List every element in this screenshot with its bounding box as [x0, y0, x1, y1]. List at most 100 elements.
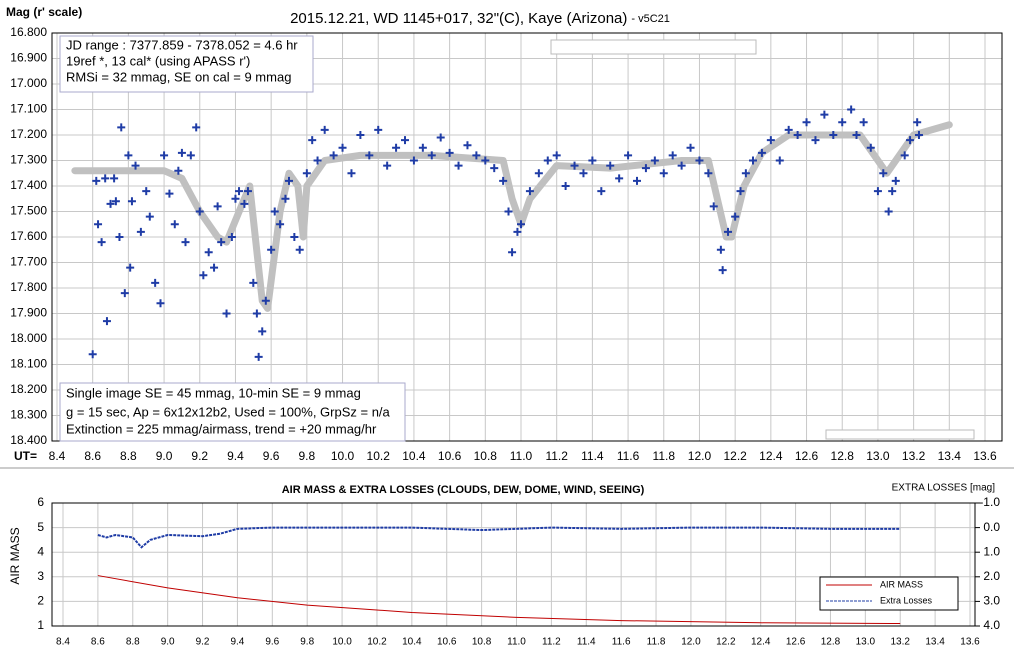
data-point [281, 194, 290, 203]
data-point [900, 151, 909, 160]
data-point [170, 220, 179, 229]
data-point [210, 263, 219, 272]
annotation-box [59, 382, 406, 442]
data-point [401, 136, 409, 145]
annotation-box [59, 35, 314, 93]
data-point [659, 169, 668, 178]
data-point [347, 169, 356, 178]
x-tick-label: 13.6 [973, 449, 997, 463]
data-point [231, 194, 240, 203]
y-tick-label: 17.900 [10, 306, 47, 320]
data-point [906, 136, 915, 145]
x-tick-label: 8.4 [56, 637, 70, 648]
data-point [222, 309, 231, 318]
data-point [111, 197, 120, 206]
y2-tick-label: 4.0 [983, 618, 1000, 632]
y2-tick-label: -1.0 [979, 495, 1000, 509]
annotation-text: RMSi = 32 mmag, SE on cal = 9 mmag [66, 69, 291, 84]
data-point [409, 156, 418, 165]
x-axis-label: UT= [14, 449, 37, 463]
x-tick-label: 12.8 [821, 637, 841, 648]
data-point [888, 187, 897, 196]
x-tick-label: 8.4 [49, 449, 66, 463]
data-point [454, 161, 463, 170]
data-point [561, 182, 570, 190]
data-point [736, 187, 745, 196]
x-tick-label: 12.2 [716, 637, 736, 648]
x-tick-label: 9.2 [191, 449, 208, 463]
data-point [181, 238, 190, 247]
data-point [120, 289, 129, 298]
x-tick-label: 12.8 [831, 449, 855, 463]
data-point [508, 248, 517, 257]
title-main: 2015.12.21, WD 1145+017, 32"(C), Kaye (A… [290, 10, 627, 27]
data-point [97, 238, 106, 247]
data-point [418, 143, 427, 152]
x-tick-label: 10.4 [402, 637, 422, 648]
data-point [718, 266, 727, 275]
data-point [290, 233, 299, 241]
data-point [624, 151, 633, 160]
y2-tick-label: 0.0 [983, 520, 1000, 534]
data-point [838, 118, 847, 127]
data-point [94, 220, 103, 229]
data-point [873, 187, 882, 196]
y-tick-label: 17.500 [10, 204, 47, 218]
plot-frame [51, 32, 1003, 442]
data-point [356, 131, 365, 139]
x-tick-label: 11.8 [647, 637, 666, 648]
data-point [525, 187, 534, 196]
x-tick-label: 9.6 [265, 637, 279, 648]
x-tick-label: 10.4 [402, 449, 426, 463]
data-point [106, 199, 115, 208]
legend-label: AIR MASS [880, 579, 923, 589]
data-point [217, 238, 226, 247]
data-point [766, 136, 775, 145]
x-tick-label: 12.0 [681, 637, 701, 648]
data-point [204, 248, 213, 257]
data-point [101, 174, 110, 183]
data-point [517, 220, 525, 229]
data-point [160, 151, 169, 160]
data-point [243, 187, 252, 196]
data-point [716, 245, 725, 254]
data-point [820, 110, 829, 119]
annotation-text: g = 15 sec, Ap = 6x12x12b2, Used = 100%,… [66, 404, 391, 419]
data-point [270, 207, 279, 216]
x-tick-label: 9.8 [299, 449, 316, 463]
data-point [704, 169, 713, 178]
data-point [852, 131, 861, 139]
y-tick-label: 4 [37, 544, 44, 558]
data-point [127, 197, 136, 206]
data-point [136, 227, 145, 236]
data-point [240, 199, 249, 208]
data-point [427, 151, 436, 160]
y-tick-label: 17.200 [10, 127, 47, 141]
x-tick-label: 13.2 [902, 449, 926, 463]
legend-box [550, 39, 757, 55]
y-tick-label: 18.000 [10, 331, 47, 345]
data-point [374, 125, 383, 134]
x-tick-label: 8.6 [84, 449, 101, 463]
data-point [504, 207, 513, 216]
data-point [195, 207, 204, 216]
x-tick-label: 10.2 [367, 637, 387, 648]
annotation-text: 19ref *, 13 cal* (using APASS r') [66, 53, 250, 68]
data-point [757, 148, 766, 157]
y2-tick-label: 3.0 [983, 594, 1000, 608]
data-point [261, 296, 270, 305]
x-tick-label: 9.2 [196, 637, 210, 648]
data-point [552, 151, 561, 160]
data-point [110, 174, 119, 183]
x-tick-label: 13.4 [938, 449, 962, 463]
top-chart: 8.4 8.6 8.8 9.0 9.2 9.4 9.6 9.8 10.0 10.2 10.4 10.6… [6, 5, 1003, 463]
x-tick-label: 10.0 [332, 637, 352, 648]
title-suffix: - v5C21 [631, 13, 670, 25]
data-point [252, 309, 261, 318]
data-point [445, 148, 454, 157]
y-tick-label: 18.400 [10, 433, 47, 447]
x-tick-label: 9.8 [300, 637, 314, 648]
data-point [313, 156, 322, 165]
y-tick-label: 6 [37, 495, 44, 509]
data-point [213, 202, 222, 211]
